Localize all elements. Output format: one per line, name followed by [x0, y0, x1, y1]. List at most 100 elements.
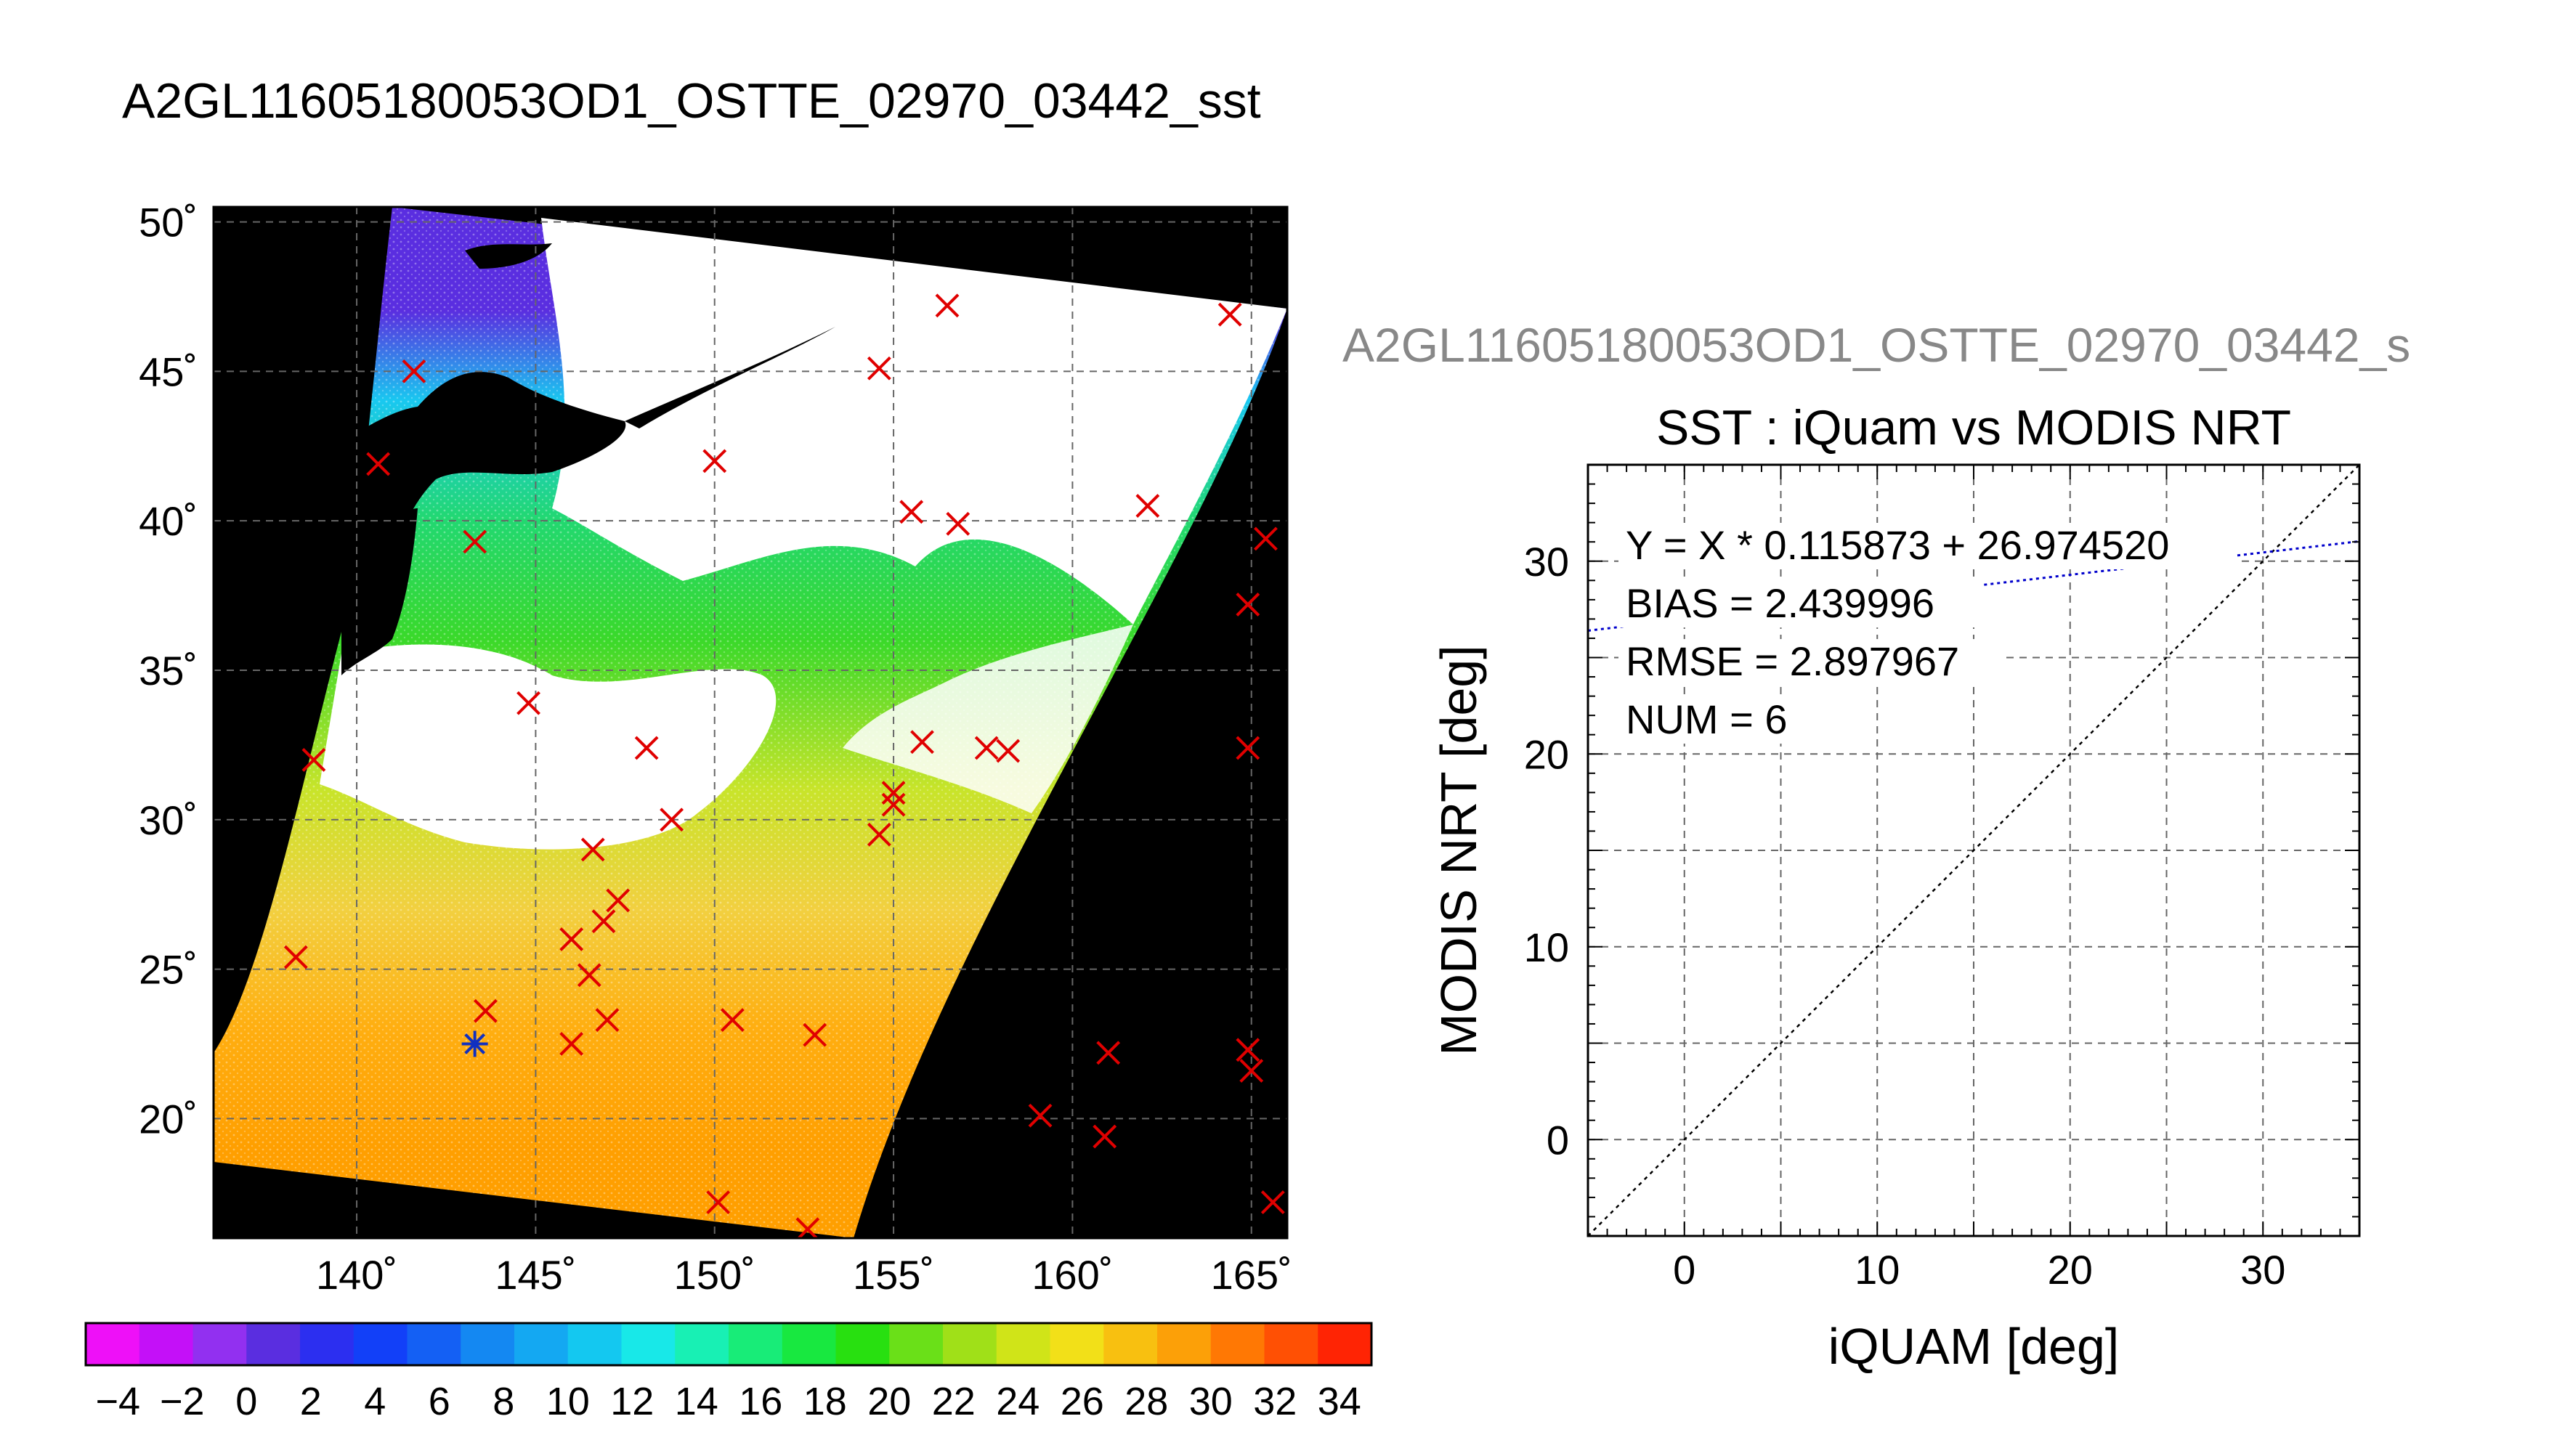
- scatter-x-tick-label: 10: [1855, 1247, 1900, 1293]
- scatter-y-tick-label: 30: [1524, 539, 1569, 585]
- colorbar-cell: [943, 1323, 997, 1365]
- iquam-point-marker: [935, 293, 960, 318]
- iquam-marker-stroke: [559, 1032, 584, 1056]
- colorbar-cell: [407, 1323, 461, 1365]
- colorbar-cell: [889, 1323, 944, 1365]
- iquam-point-marker: [702, 449, 727, 473]
- iquam-point-marker: [283, 945, 308, 969]
- iquam-marker-stroke: [706, 1190, 731, 1215]
- map-frame: [212, 206, 1289, 1240]
- map-swath-group: [214, 207, 1287, 1238]
- colorbar-tick-label: 8: [493, 1380, 514, 1423]
- colorbar-tick-label: 28: [1124, 1380, 1168, 1423]
- iquam-marker-stroke: [720, 1008, 745, 1032]
- colorbar-tick-label: 14: [675, 1380, 718, 1423]
- iquam-point-marker: [881, 792, 906, 817]
- map-iquam-points: [283, 293, 1285, 1238]
- iquam-marker-stroke: [935, 293, 960, 318]
- colorbar-tick-label: 30: [1189, 1380, 1233, 1423]
- iquam-point-marker: [301, 748, 326, 772]
- map-y-tick-label: 35˚: [139, 648, 198, 694]
- colorbar-cell: [139, 1323, 193, 1365]
- colorbar-cells: [86, 1323, 1372, 1365]
- colorbar-tick-label: 32: [1253, 1380, 1297, 1423]
- colorbar-tick-label: 24: [996, 1380, 1040, 1423]
- iquam-point-marker: [516, 691, 540, 715]
- sst-map: 140˚ 145˚ 150˚ 155˚ 160˚ 165˚ 50˚ 45˚ 40˚ 35˚ 30˚…: [139, 200, 1292, 1298]
- iquam-point-marker: [577, 963, 601, 988]
- colorbar-cell: [1210, 1323, 1265, 1365]
- iquam-marker-stroke: [702, 449, 727, 473]
- highlight-marker-stroke: [464, 1033, 486, 1054]
- scatter-panel: A2GL11605180053OD1_OSTTE_02970_03442_s S…: [1342, 318, 2410, 1375]
- colorbar-cell: [835, 1323, 890, 1365]
- iquam-marker-stroke: [1096, 1041, 1121, 1065]
- colorbar-cell: [567, 1323, 622, 1365]
- scatter-x-axis-label: iQUAM [deg]: [1828, 1318, 2120, 1375]
- colorbar-cell: [353, 1323, 408, 1365]
- colorbar-tick-label: 12: [610, 1380, 654, 1423]
- iquam-marker-stroke: [996, 739, 1021, 763]
- iquam-point-marker: [867, 822, 891, 847]
- scatter-y-tick-label: 10: [1524, 924, 1569, 970]
- land-hokkaido: [341, 372, 626, 675]
- iquam-marker-stroke: [1236, 1038, 1260, 1062]
- colorbar-cell: [621, 1323, 676, 1365]
- iquam-marker-stroke: [516, 691, 540, 715]
- stats-equation: Y = X * 0.115873 + 26.974520: [1626, 522, 2169, 568]
- colorbar-cell: [1157, 1323, 1212, 1365]
- colorbar-cell: [1050, 1323, 1104, 1365]
- map-x-tick-label: 140˚: [316, 1252, 397, 1298]
- iquam-point-marker: [996, 739, 1021, 763]
- iquam-marker-stroke: [1236, 736, 1260, 760]
- stats-rmse: RMSE = 2.897967: [1626, 638, 1959, 684]
- map-x-tick-label: 150˚: [674, 1252, 755, 1298]
- highlight-point-marker: [461, 1030, 488, 1057]
- land-kuril-islands: [625, 327, 835, 428]
- scatter-y-axis-label: MODIS NRT [deg]: [1430, 645, 1487, 1055]
- colorbar-tick-label: 26: [1061, 1380, 1104, 1423]
- iquam-marker-stroke: [1239, 1059, 1264, 1083]
- colorbar-cell: [461, 1323, 515, 1365]
- iquam-marker-stroke: [366, 452, 391, 476]
- iquam-marker-stroke: [634, 736, 659, 760]
- iquam-point-marker: [795, 1217, 820, 1238]
- colorbar-tick-label: 0: [235, 1380, 257, 1423]
- scatter-x-tick-label: 20: [2048, 1247, 2093, 1293]
- colorbar-cell: [996, 1323, 1050, 1365]
- iquam-marker-stroke: [881, 792, 906, 817]
- colorbar-tick-label: 10: [546, 1380, 590, 1423]
- colorbar-tick-label: 18: [803, 1380, 847, 1423]
- iquam-point-marker: [1135, 494, 1160, 518]
- scatter-y-tick-label: 0: [1547, 1117, 1569, 1163]
- colorbar-tick-label: 16: [739, 1380, 782, 1423]
- colorbar-cell: [1264, 1323, 1318, 1365]
- iquam-marker-stroke: [796, 1217, 820, 1238]
- iquam-point-marker: [1093, 1124, 1117, 1149]
- iquam-marker-stroke: [803, 1022, 827, 1047]
- iquam-marker-stroke: [1028, 1103, 1053, 1128]
- colorbar-tick-label: 34: [1318, 1380, 1361, 1423]
- iquam-marker-stroke: [474, 999, 498, 1023]
- iquam-point-marker: [559, 927, 584, 951]
- iquam-point-marker: [591, 909, 616, 934]
- land-sakhalin: [465, 243, 552, 269]
- stats-rmse-bg: [1618, 639, 2003, 686]
- iquam-marker-stroke: [1093, 1124, 1117, 1149]
- iquam-point-marker: [1260, 1190, 1285, 1215]
- stats-bias: BIAS = 2.439996: [1626, 580, 1934, 626]
- colorbar-cell: [514, 1323, 569, 1365]
- scatter-y-ticks: 0 10 20 30: [1524, 539, 1569, 1163]
- colorbar-tick-label: 2: [300, 1380, 322, 1423]
- colorbar-cell: [86, 1323, 140, 1365]
- iquam-point-marker: [803, 1022, 827, 1047]
- iquam-point-marker: [867, 356, 891, 381]
- colorbar-cell: [1103, 1323, 1158, 1365]
- colorbar-cell: [782, 1323, 836, 1365]
- colorbar-tick-label: −4: [95, 1380, 140, 1423]
- iquam-marker-stroke: [867, 356, 891, 381]
- iquam-point-marker: [1096, 1041, 1121, 1065]
- stats-box: Y = X * 0.115873 + 26.974520 BIAS = 2.43…: [1618, 522, 2236, 744]
- iquam-marker-stroke: [301, 748, 326, 772]
